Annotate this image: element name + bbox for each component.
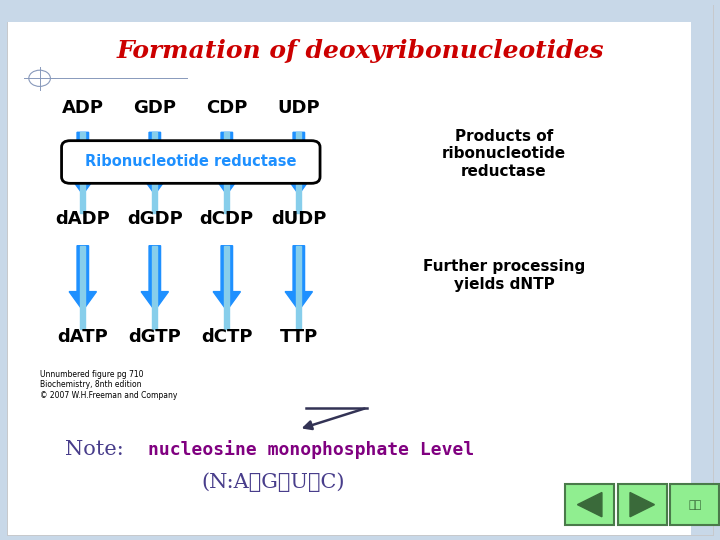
Text: dCDP: dCDP [199, 210, 254, 228]
Text: dGTP: dGTP [128, 328, 181, 347]
Text: dATP: dATP [58, 328, 108, 347]
FancyArrow shape [296, 246, 302, 329]
Text: Unnumbered figure pg 710
Biochemistry, 8nth edition
© 2007 W.H.Freeman and Compa: Unnumbered figure pg 710 Biochemistry, 8… [40, 370, 177, 400]
Text: dCTP: dCTP [201, 328, 253, 347]
FancyArrow shape [141, 246, 168, 310]
FancyArrow shape [152, 132, 158, 213]
Text: UDP: UDP [277, 99, 320, 117]
Text: GDP: GDP [133, 99, 176, 117]
FancyArrow shape [69, 132, 96, 194]
FancyArrow shape [224, 246, 230, 329]
FancyBboxPatch shape [7, 5, 691, 22]
Polygon shape [630, 492, 654, 517]
Text: 目录: 目录 [688, 500, 701, 510]
Text: TTP: TTP [279, 328, 318, 347]
Text: CDP: CDP [206, 99, 248, 117]
FancyArrow shape [80, 132, 86, 213]
Text: Note:: Note: [65, 440, 124, 459]
FancyArrow shape [69, 246, 96, 310]
Text: Further processing
yields dNTP: Further processing yields dNTP [423, 259, 585, 292]
Text: Ribonucleotide reductase: Ribonucleotide reductase [85, 154, 297, 170]
FancyBboxPatch shape [691, 5, 713, 535]
Text: dGDP: dGDP [127, 210, 183, 228]
FancyArrow shape [152, 246, 158, 329]
Text: dUDP: dUDP [271, 210, 326, 228]
Text: dADP: dADP [55, 210, 110, 228]
FancyBboxPatch shape [62, 140, 320, 184]
FancyArrow shape [285, 246, 312, 310]
Text: Formation of deoxyribonucleotides: Formation of deoxyribonucleotides [116, 39, 604, 63]
Text: nucleosine monophosphate Level: nucleosine monophosphate Level [148, 440, 474, 459]
FancyArrow shape [213, 132, 240, 194]
Text: ADP: ADP [62, 99, 104, 117]
FancyArrow shape [141, 132, 168, 194]
FancyBboxPatch shape [618, 484, 667, 525]
FancyArrow shape [80, 246, 86, 329]
FancyBboxPatch shape [7, 5, 713, 535]
FancyArrow shape [213, 246, 240, 310]
Text: Products of
ribonucleotide
reductase: Products of ribonucleotide reductase [442, 129, 566, 179]
Text: (N:A、G、U、C): (N:A、G、U、C) [202, 472, 346, 491]
FancyArrow shape [285, 132, 312, 194]
FancyArrow shape [296, 132, 302, 213]
Polygon shape [577, 492, 602, 517]
FancyBboxPatch shape [565, 484, 614, 525]
FancyArrow shape [224, 132, 230, 213]
FancyBboxPatch shape [670, 484, 719, 525]
